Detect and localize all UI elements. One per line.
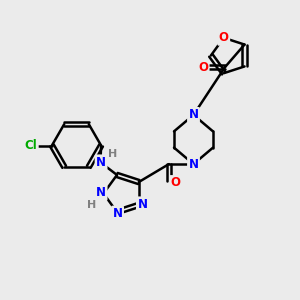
- Text: O: O: [198, 61, 208, 74]
- Text: N: N: [112, 207, 123, 220]
- Text: N: N: [96, 156, 106, 169]
- Text: H: H: [88, 200, 97, 210]
- Text: H: H: [108, 149, 118, 159]
- Text: Cl: Cl: [25, 139, 37, 152]
- Text: O: O: [219, 31, 229, 44]
- Text: N: N: [137, 198, 147, 211]
- Text: O: O: [170, 176, 181, 190]
- Text: N: N: [188, 158, 199, 171]
- Text: N: N: [188, 108, 199, 122]
- Text: N: N: [96, 186, 106, 200]
